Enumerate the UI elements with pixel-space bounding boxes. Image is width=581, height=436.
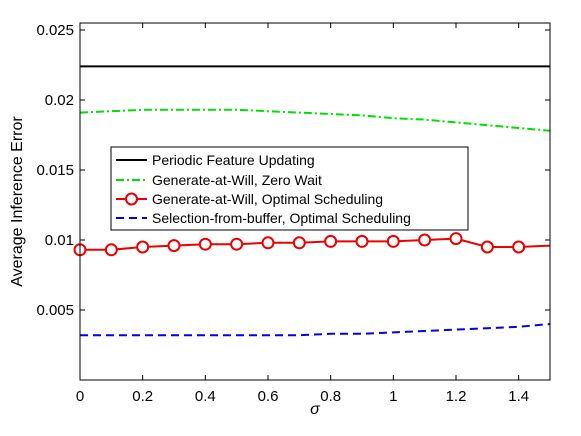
series-marker-2	[136, 240, 150, 254]
series-marker-2	[167, 239, 181, 253]
series-marker-2	[418, 233, 432, 247]
legend-box	[110, 146, 469, 231]
x-tick-label: 0.4	[195, 388, 216, 405]
legend-entry-periodic: Periodic Feature Updating	[116, 152, 315, 168]
x-tick-label: 0.6	[258, 388, 279, 405]
legend-label-buffer-optimal: Selection-from-buffer, Optimal Schedulin…	[152, 210, 411, 226]
x-tick-label: 1.4	[508, 388, 529, 405]
series-marker-2	[355, 234, 369, 248]
x-axis-ticks: 0 0.2 0.4 0.6 0.8 1 1.2 1.4	[76, 23, 529, 405]
y-axis-title: Average Inference Error	[9, 116, 26, 287]
series-marker-2	[104, 243, 118, 257]
x-tick-label: 0	[76, 388, 84, 405]
plot-frame	[79, 22, 551, 381]
series-marker-2	[292, 236, 306, 250]
x-tick-label: 1	[389, 388, 397, 405]
legend: Periodic Feature Updating Generate-at-Wi…	[110, 146, 469, 231]
series-marker-2	[230, 237, 244, 251]
legend-marker-gaw-optimal	[125, 192, 138, 206]
y-axis-ticks: 0.005 0.01 0.015 0.02 0.025	[36, 22, 550, 319]
x-tick-label: 0.2	[132, 388, 153, 405]
series-marker-2	[198, 237, 212, 251]
legend-label-gaw-optimal: Generate-at-Will, Optimal Scheduling	[152, 191, 383, 207]
x-tick-label: 1.2	[446, 388, 467, 405]
series-marker-2	[512, 240, 526, 254]
legend-entry-zero-wait: Generate-at-Will, Zero Wait	[116, 172, 322, 188]
y-tick-label: 0.005	[36, 302, 74, 319]
y-tick-label: 0.025	[36, 22, 74, 39]
x-tick-label: 0.8	[320, 388, 341, 405]
series-line-3	[80, 323, 551, 337]
series-line-1	[79, 108, 551, 132]
y-tick-label: 0.01	[45, 232, 74, 249]
legend-label-periodic: Periodic Feature Updating	[152, 152, 315, 168]
y-tick-label: 0.02	[45, 92, 74, 109]
legend-entry-gaw-optimal: Generate-at-Will, Optimal Scheduling	[116, 191, 383, 207]
series-marker-2	[449, 232, 463, 246]
x-axis-title: σ	[310, 401, 321, 418]
series-marker-2	[324, 234, 338, 248]
series-marker-2	[386, 234, 400, 248]
series-layer	[73, 65, 551, 337]
series-marker-2	[480, 240, 494, 254]
series-line-2	[80, 237, 551, 251]
legend-entry-buffer-optimal: Selection-from-buffer, Optimal Schedulin…	[116, 210, 411, 226]
series-marker-2	[261, 236, 275, 250]
legend-label-zero-wait: Generate-at-Will, Zero Wait	[152, 172, 322, 188]
y-tick-label: 0.015	[36, 162, 74, 179]
